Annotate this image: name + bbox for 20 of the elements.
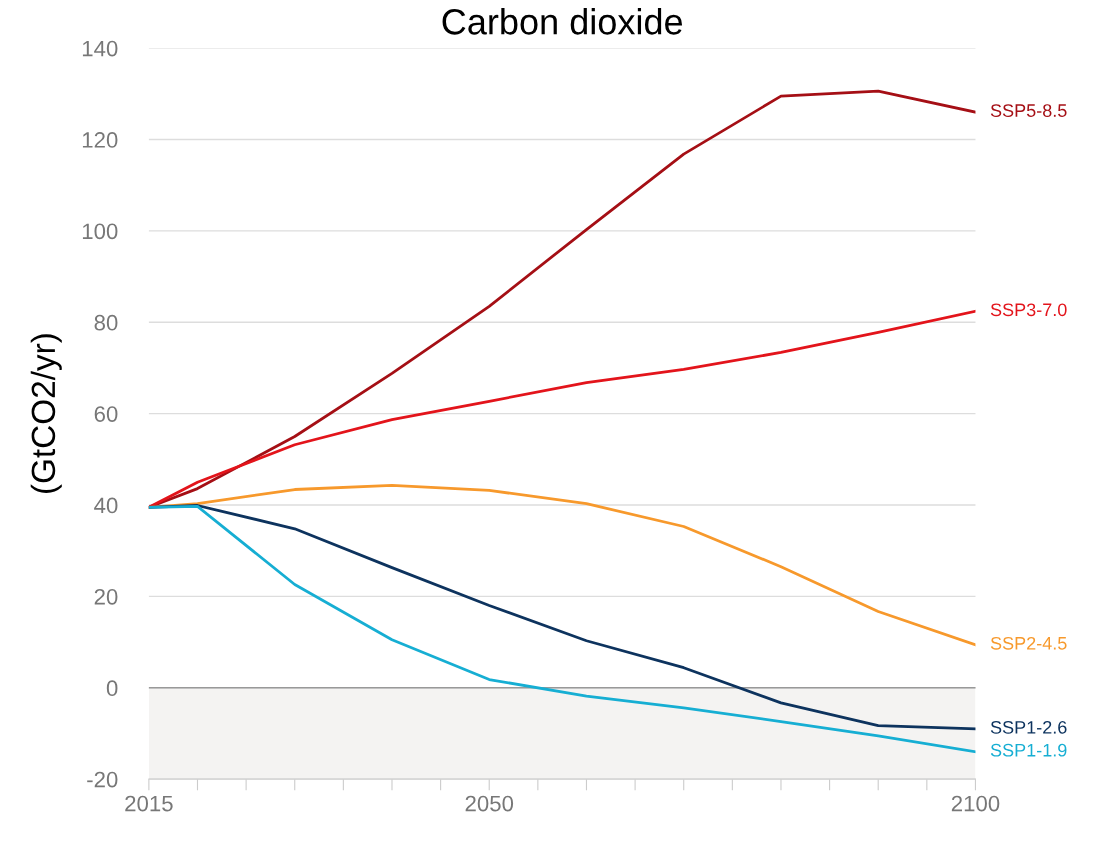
series-label: SSP2-4.5	[990, 636, 1067, 650]
y-tick-label: 80	[94, 314, 118, 331]
series-label: SSP5-8.5	[990, 104, 1067, 117]
series-label: SSP3-7.0	[990, 303, 1067, 317]
chart-title: Carbon dioxide	[442, 8, 683, 35]
x-tick-label: 2100	[951, 795, 1000, 812]
y-tick-label: 100	[82, 223, 118, 240]
y-tick-label: 40	[94, 497, 118, 514]
series-label: SSP1-1.9	[990, 743, 1067, 757]
y-axis-title: (GtCO2/yr)	[30, 334, 62, 494]
y-tick-label: 60	[94, 406, 118, 422]
y-tick-label: 120	[82, 132, 118, 148]
x-tick-label: 2050	[465, 795, 514, 812]
y-tick-label: 0	[106, 680, 118, 697]
series-label: SSP1-2.6	[990, 720, 1067, 734]
x-tick-label: 2015	[125, 795, 173, 812]
y-tick-label: 140	[82, 40, 118, 57]
line-series	[148, 309, 976, 509]
y-tick-label: 20	[94, 588, 118, 605]
y-tick-label: -20	[87, 771, 118, 788]
